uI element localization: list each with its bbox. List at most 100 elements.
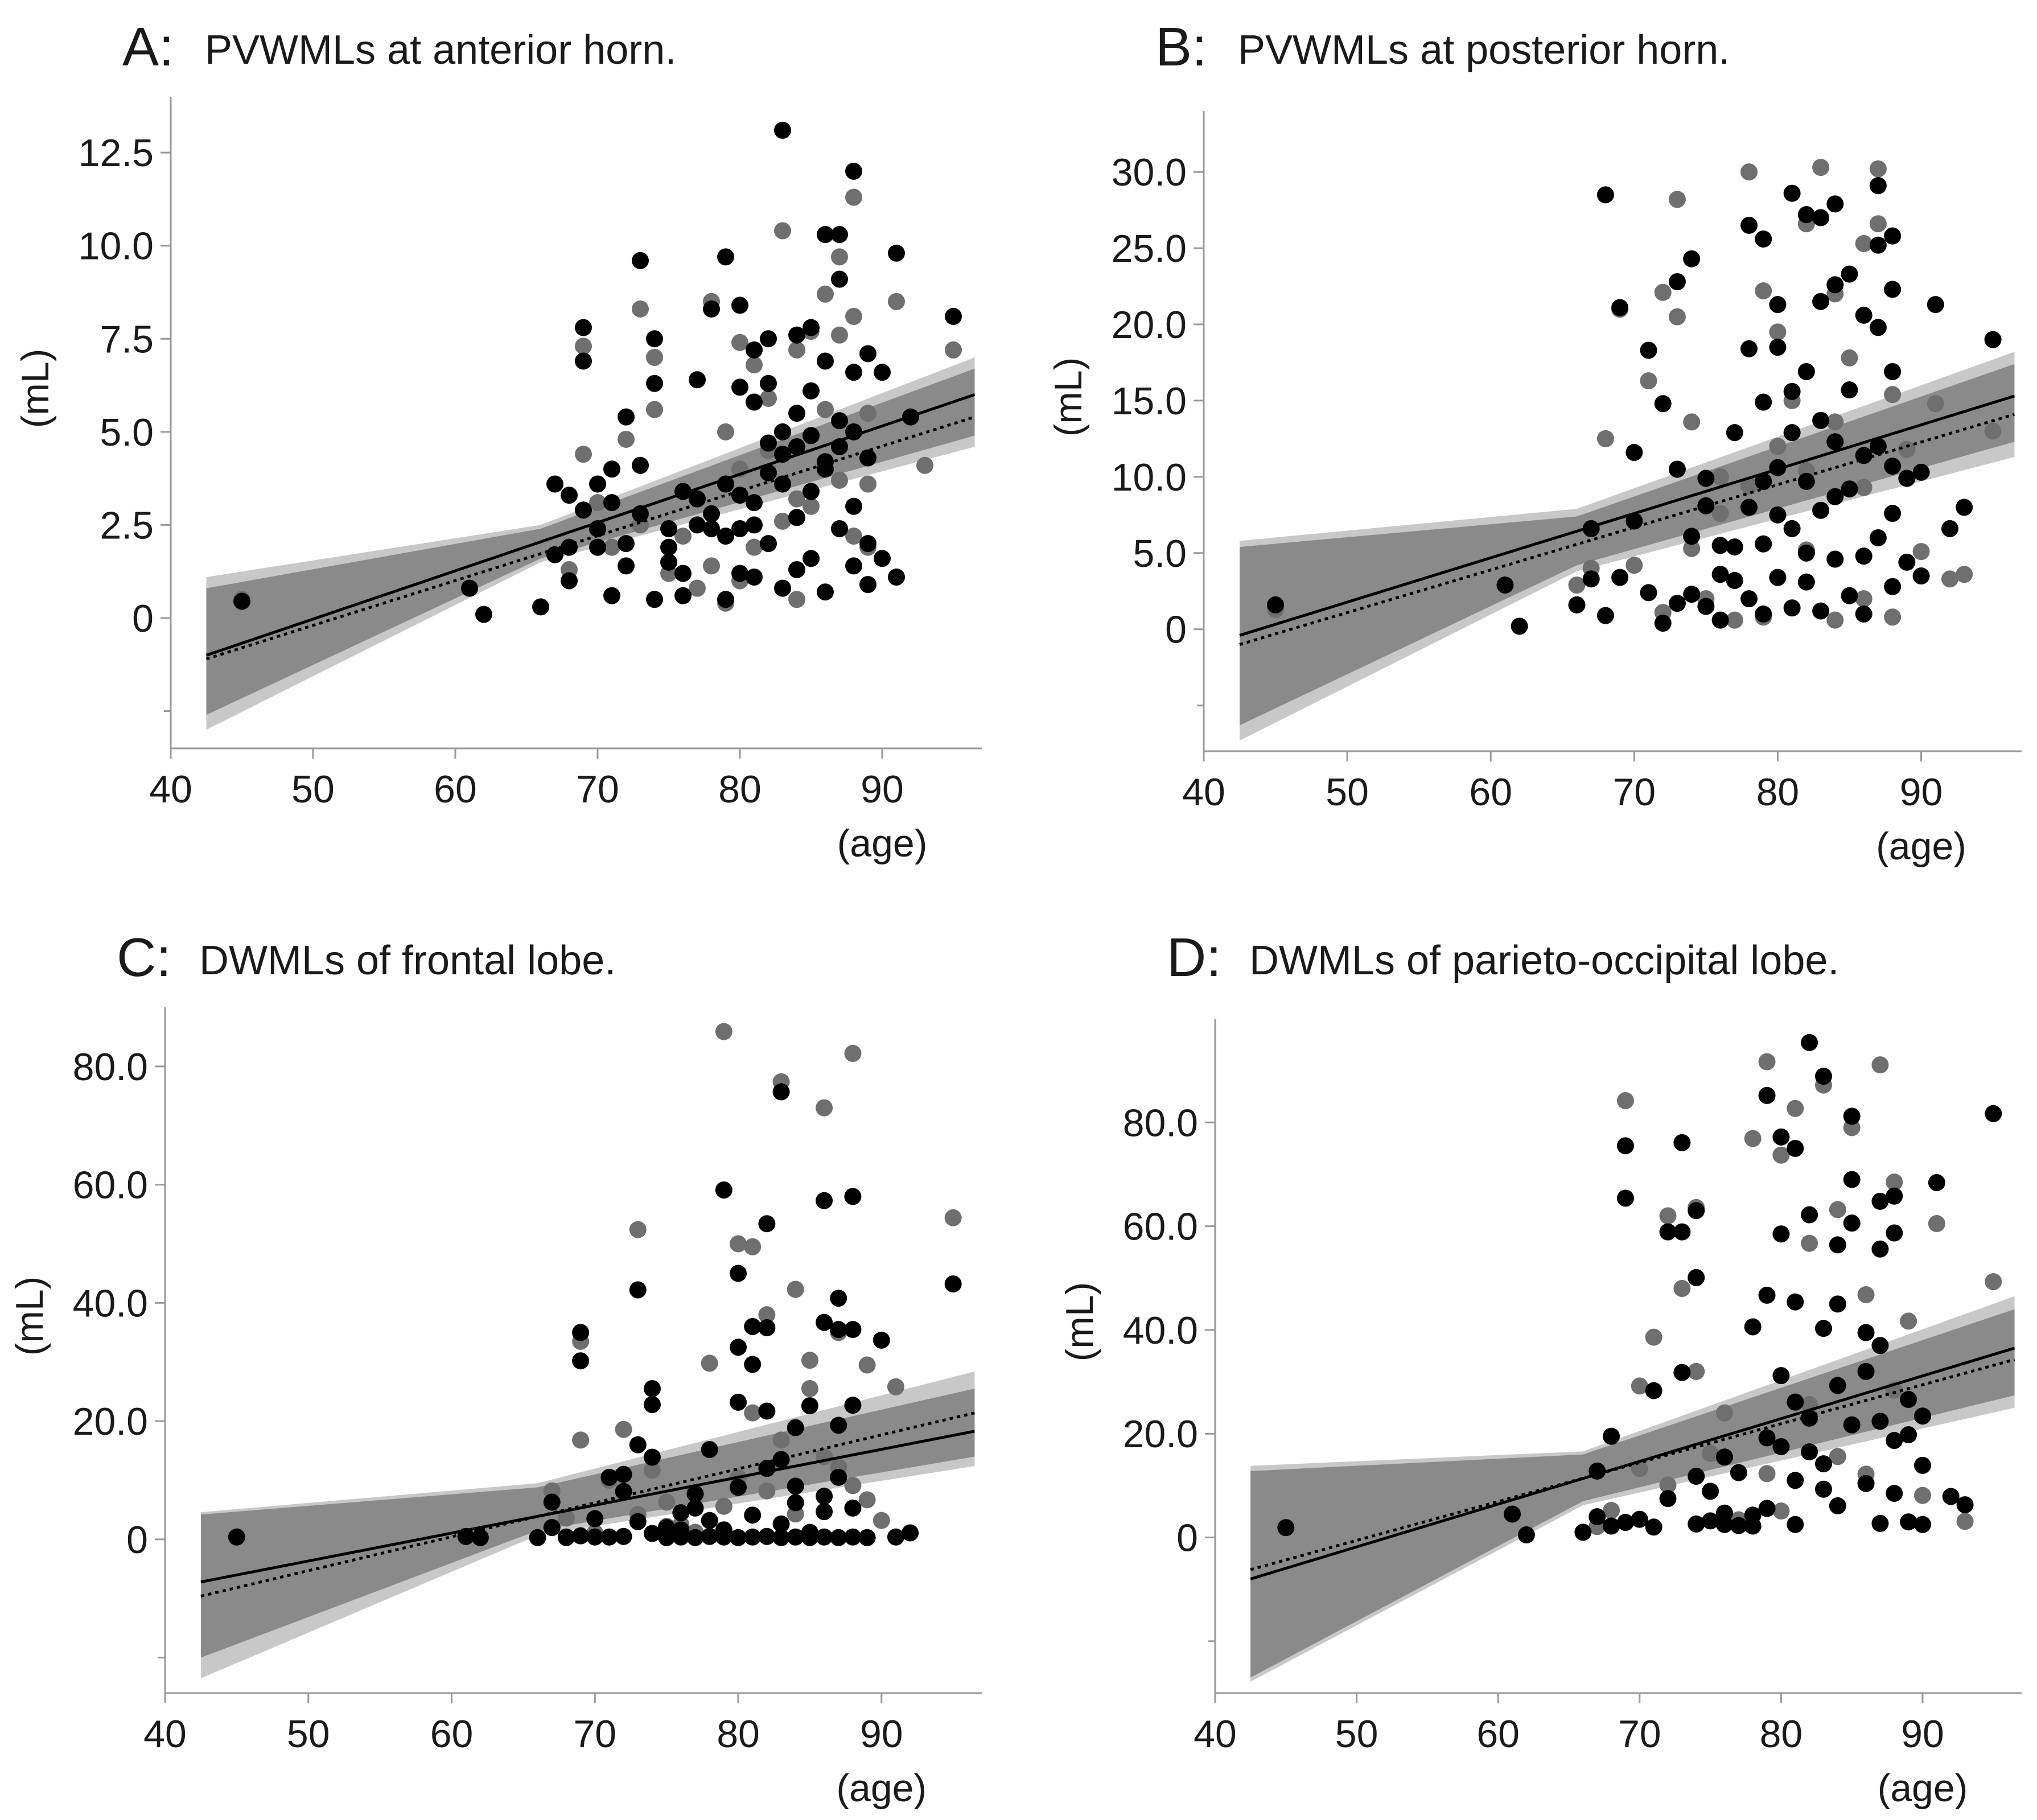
chart-a-point-black	[845, 364, 862, 381]
chart-a-point-black	[646, 591, 663, 608]
chart-c-point-black	[772, 1451, 790, 1468]
chart-a-point-black	[859, 576, 876, 594]
chart-b-x-tick-label: 50	[1326, 771, 1369, 814]
chart-a-point-black	[731, 565, 748, 582]
chart-c-point-black	[600, 1528, 618, 1546]
chart-c-point-black	[730, 1393, 747, 1411]
chart-b-point-gray	[1826, 611, 1844, 629]
chart-a-point-black	[233, 592, 250, 610]
chart-b-point-black	[1640, 584, 1657, 602]
chart-c-point-black	[730, 1479, 747, 1496]
chart-c-point-black	[615, 1527, 632, 1545]
chart-b-point-black	[1912, 463, 1930, 481]
chart-d-point-black	[1886, 1224, 1903, 1242]
chart-b-point-black	[1783, 184, 1801, 202]
chart-b-point-black	[1812, 293, 1830, 310]
chart-c-point-gray	[744, 1404, 762, 1422]
chart-b-point-black	[1783, 382, 1801, 400]
chart-c-point-gray	[844, 1477, 862, 1494]
chart-c-point-black	[586, 1528, 604, 1546]
chart-b-point-black	[1984, 331, 2002, 348]
chart-a-point-black	[674, 565, 692, 582]
chart-d-x-tick-label: 70	[1618, 1712, 1661, 1756]
chart-d-point-black	[1758, 1086, 1776, 1104]
chart-b-point-black	[1884, 458, 1902, 475]
chart-a-point-black	[760, 434, 777, 452]
chart-a-point-black	[575, 319, 592, 336]
chart-a-point-black	[703, 300, 720, 318]
chart-d-point-black	[1616, 1137, 1634, 1155]
chart-c-point-black	[772, 1083, 790, 1101]
chart-a-point-black	[831, 270, 848, 288]
chart-a-y-tick-label: 2.5	[100, 504, 154, 547]
chart-d-point-gray	[1688, 1362, 1705, 1380]
chart-b-point-black	[1654, 395, 1672, 413]
chart-a-point-black	[760, 374, 777, 392]
chart-a-point-gray	[831, 326, 848, 344]
chart-a-point-black	[803, 483, 820, 500]
chart-c-point-black	[730, 1529, 747, 1546]
chart-a-point-black	[561, 538, 578, 556]
chart-a-point-gray	[831, 471, 848, 489]
chart-d-point-black	[1871, 1337, 1889, 1354]
chart-a-point-gray	[646, 349, 663, 366]
chart-a-point-black	[788, 326, 805, 344]
chart-a-point-black	[845, 162, 862, 180]
chart-c-point-gray	[730, 1235, 747, 1253]
chart-a-point-gray	[731, 333, 748, 351]
chart-c-point-black	[715, 1181, 733, 1199]
chart-c-point-black	[830, 1321, 847, 1339]
chart-a-point-gray	[618, 430, 635, 448]
chart-c-y-tick-label: 40.0	[73, 1282, 148, 1325]
chart-c-point-gray	[758, 1306, 776, 1324]
chart-d-point-black	[1871, 1240, 1889, 1258]
chart-c-point-black	[643, 1448, 661, 1466]
chart-d-point-gray	[1913, 1487, 1931, 1504]
chart-c-point-gray	[801, 1380, 818, 1398]
chart-b-point-gray	[1568, 577, 1586, 594]
chart-b-point-black	[1769, 296, 1787, 314]
chart-d-point-black	[1871, 1514, 1889, 1532]
chart-d-point-black	[1787, 1472, 1804, 1489]
chart-c-point-black	[730, 1265, 747, 1282]
chart-a-point-black	[646, 330, 663, 348]
chart-b-point-gray	[1769, 438, 1787, 455]
chart-c-point-black	[744, 1528, 762, 1546]
chart-c-point-black	[758, 1319, 776, 1337]
chart-a-point-black	[831, 520, 848, 537]
chart-d-point-gray	[1645, 1328, 1662, 1346]
chart-b-svg: B: PVWMLs at posterior horn. 0 5.0 10.0 15.0 2…	[1047, 17, 2022, 868]
chart-b-point-black	[1568, 596, 1586, 613]
chart-d-point-black	[1900, 1391, 1917, 1409]
chart-d-point-black	[1688, 1515, 1705, 1533]
chart-c-point-black	[844, 1499, 862, 1517]
chart-d-point-black	[1801, 1443, 1818, 1461]
chart-d-point-gray	[1758, 1053, 1776, 1070]
chart-c-point-gray	[643, 1461, 661, 1479]
chart-b-point-black	[1869, 438, 1887, 455]
chart-a-point-black	[746, 393, 763, 411]
chart-d-point-gray	[1772, 1146, 1790, 1164]
chart-d-point-black	[1857, 1362, 1875, 1380]
chart-panel-d: D: DWMLs of parieto-occipital lobe. 0 20.0 4…	[1019, 911, 2037, 1820]
chart-d-point-gray	[1928, 1215, 1945, 1233]
chart-a-point-gray	[760, 389, 777, 407]
chart-d-point-gray	[1659, 1207, 1677, 1225]
chart-d-letter: D:	[1167, 927, 1221, 988]
chart-c-point-black	[758, 1460, 776, 1477]
chart-a-point-black	[603, 494, 620, 512]
chart-a-point-black	[546, 475, 563, 493]
chart-c-point-black	[658, 1519, 676, 1537]
chart-d-point-gray	[1829, 1448, 1846, 1465]
chart-a-point-gray	[746, 356, 763, 374]
chart-b-point-black	[1884, 227, 1902, 245]
chart-b-x-tick-label: 60	[1469, 771, 1512, 814]
chart-a-point-black	[689, 516, 706, 534]
chart-d-title: DWMLs of parieto-occipital lobe.	[1249, 938, 1839, 983]
chart-c-point-gray	[715, 1497, 733, 1515]
chart-panel-b: B: PVWMLs at posterior horn. 0 5.0 10.0 15.0 2…	[1019, 0, 2037, 913]
chart-b-point-black	[1668, 595, 1686, 612]
chart-b-y-tick-label: 0	[1165, 608, 1187, 652]
chart-d-fit-line-solid	[1250, 1347, 2015, 1580]
chart-a-point-gray	[817, 285, 834, 303]
